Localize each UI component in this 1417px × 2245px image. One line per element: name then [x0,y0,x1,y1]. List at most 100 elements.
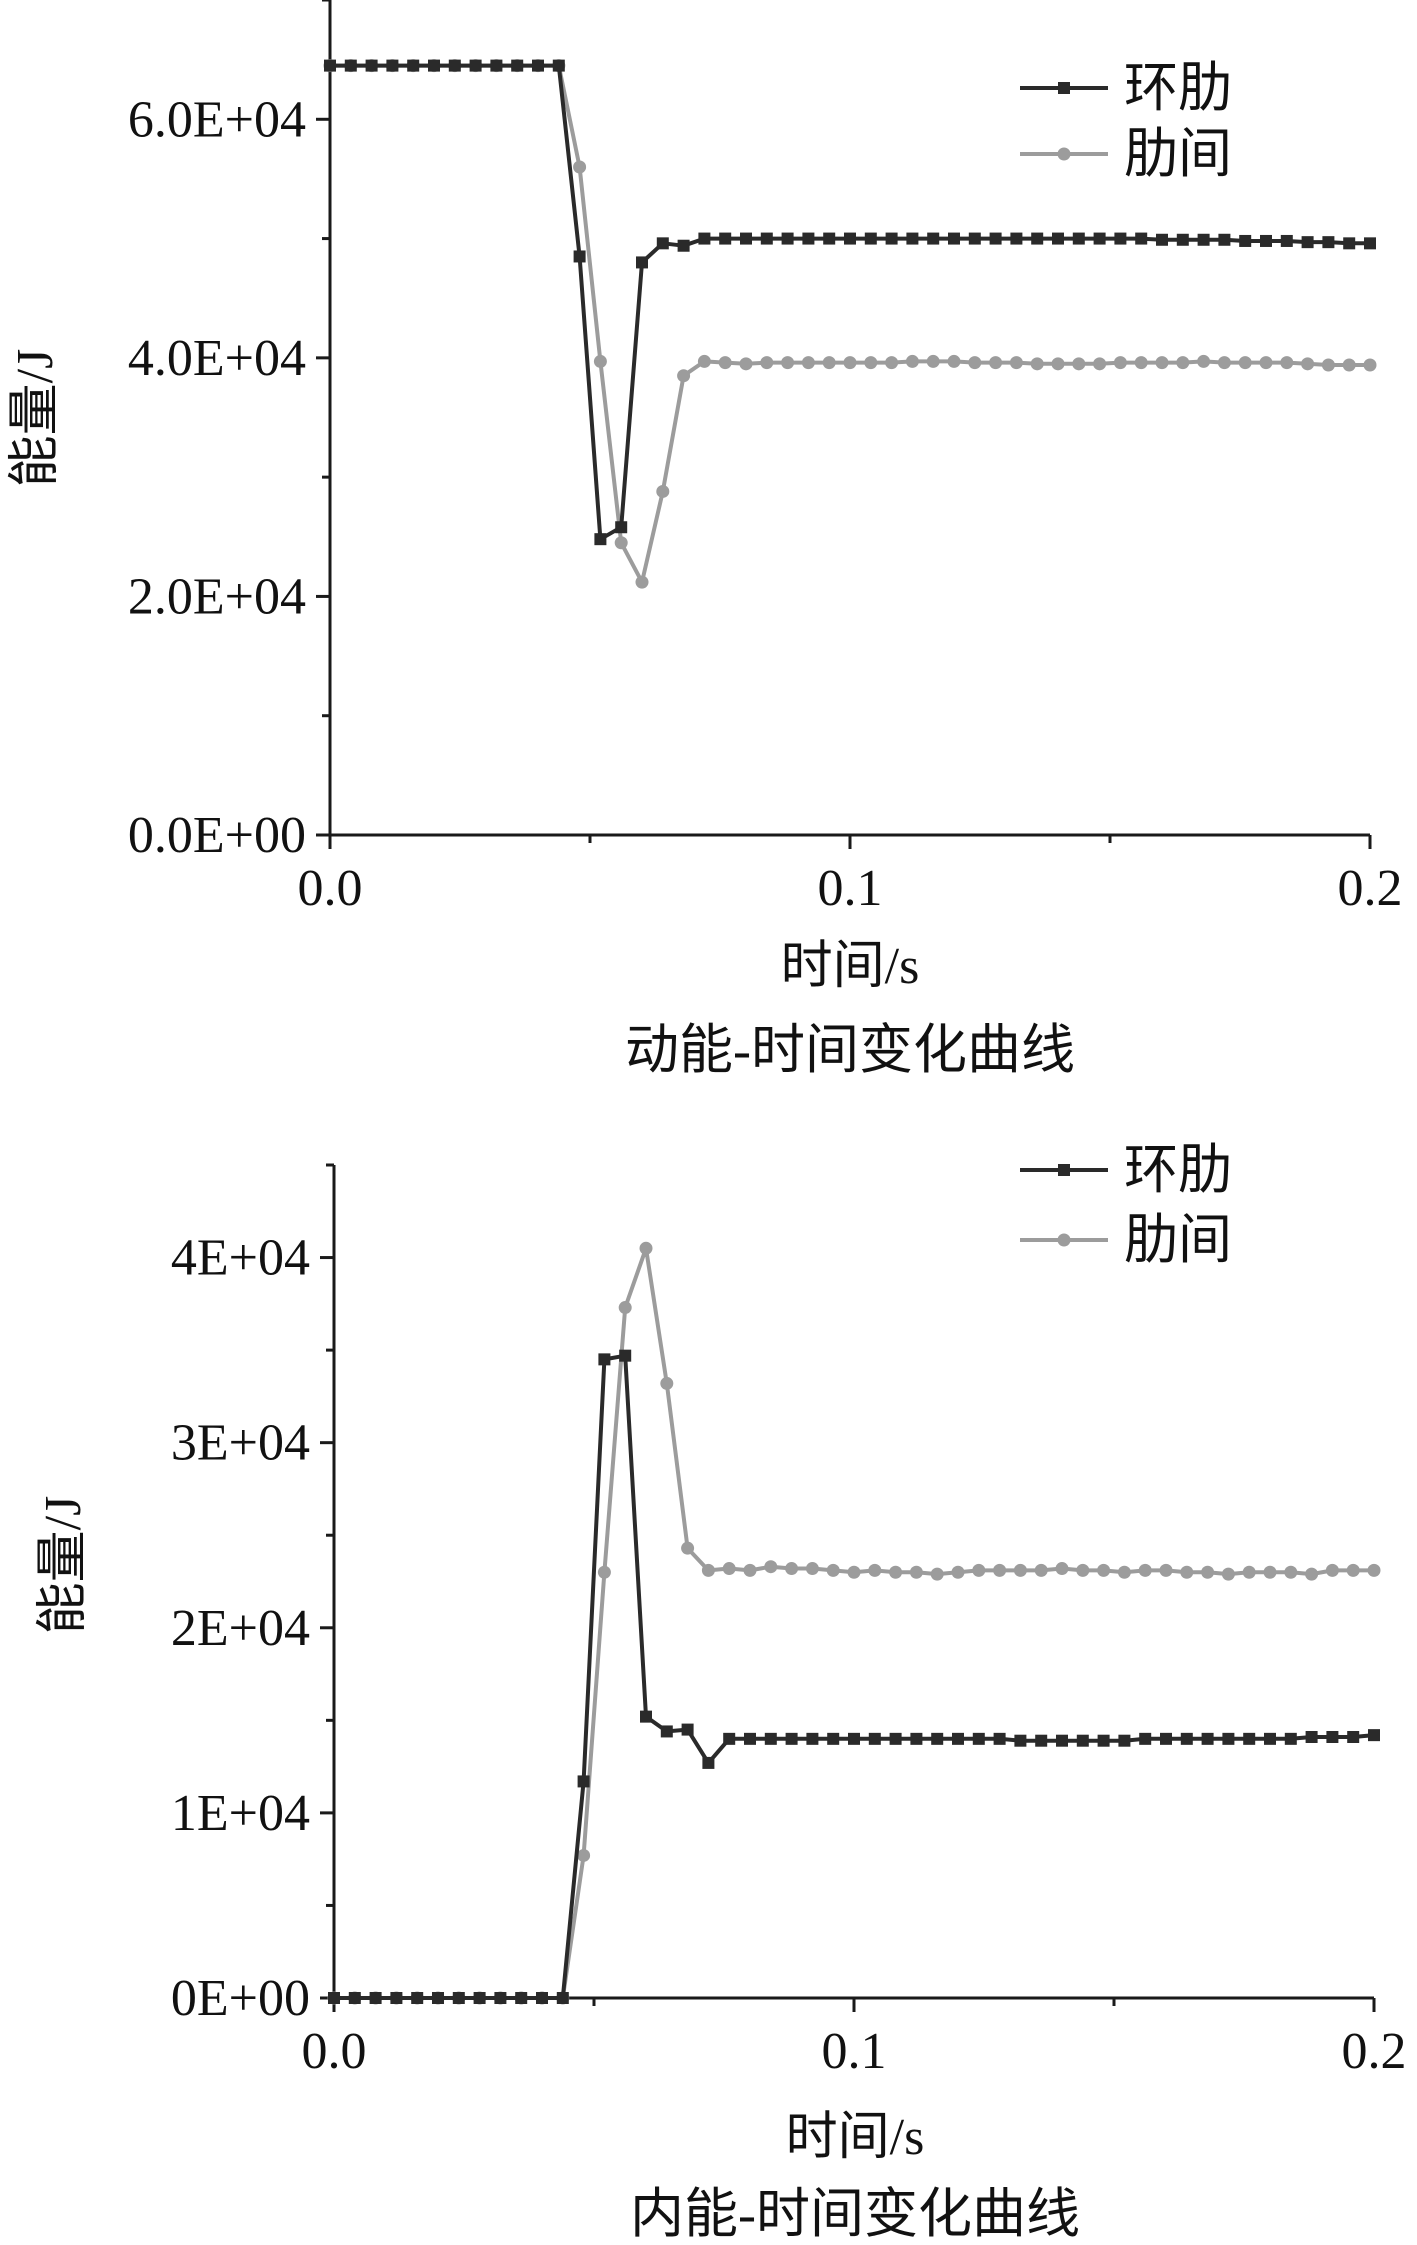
kinetic-data-point [1197,233,1210,246]
internal-x-tick-label: 0.2 [1342,2023,1407,2080]
kinetic-data-point [822,356,836,370]
internal-data-point [452,1992,465,2004]
kinetic-data-point [1260,234,1272,247]
kinetic-data-point [344,59,357,72]
internal-data-point [1284,1732,1297,1745]
kinetic-data-point [989,232,1002,245]
internal-data-point [910,1732,923,1745]
internal-data-point [577,1848,591,1862]
internal-data-point [868,1732,881,1745]
internal-data-point [639,1241,653,1255]
kinetic-data-point [1051,357,1065,371]
kinetic-data-point [490,59,503,72]
internal-data-point [1055,1562,1069,1576]
kinetic-data-point [760,356,774,370]
kinetic-data-point [407,59,420,72]
internal-data-point [598,1353,611,1366]
kinetic-data-point [1301,357,1315,371]
kinetic-data-point [1238,356,1252,370]
kinetic-data-point [1176,233,1189,246]
kinetic-data-point [1364,237,1376,250]
internal-data-point [1221,1567,1235,1581]
kinetic-data-point [697,354,711,368]
kinetic-data-point [1114,232,1127,245]
kinetic-data-point [1342,358,1356,372]
kinetic-data-point [823,232,836,245]
kinetic-data-point [968,356,982,370]
kinetic-data-point [1301,236,1314,249]
internal-data-point [390,1992,403,2004]
internal-data-point [889,1565,903,1579]
kinetic-data-point [1343,237,1356,250]
kinetic-data-point [511,59,524,72]
kinetic-data-point [365,59,378,72]
kinetic-data-point [677,239,690,252]
internal-data-point [889,1732,902,1745]
internal-data-point [1139,1732,1152,1745]
internal-data-point [1201,1732,1214,1745]
kinetic-data-point [1052,232,1064,245]
kinetic-data-point [844,232,856,245]
internal-data-point [743,1563,757,1577]
kinetic-axes: 0.0E+00 2.0E+04 4.0E+04 6.0E+04 0.0 0.1 0.2 [128,0,1403,917]
internal-data-point [681,1541,695,1555]
kinetic-data-point [906,232,919,245]
kinetic-data-point [1072,357,1086,371]
internal-data-point [972,1563,986,1577]
internal-data-point [1076,1734,1089,1747]
internal-data-point [1097,1734,1110,1747]
kinetic-data-point [927,232,940,245]
internal-data-point [660,1376,674,1390]
kinetic-data-point [740,232,752,245]
internal-legend-entry: 肋间 [1020,1210,1232,1270]
kinetic-legend-label: 环肋 [1124,58,1232,118]
internal-data-point [1222,1732,1235,1745]
internal-data-point [1160,1732,1172,1745]
internal-legend-label: 肋间 [1124,1210,1232,1270]
internal-data-point [1368,1729,1380,1742]
kinetic-data-point [1031,232,1044,245]
kinetic-data-point [719,232,732,245]
internal-y-tick-label: 1E+04 [171,1785,310,1842]
internal-data-point [826,1563,840,1577]
internal-series-huanlei [328,1349,1380,2004]
internal-x-tick-label: 0.0 [302,2023,367,2080]
internal-data-point [848,1732,860,1745]
internal-data-point [1117,1565,1131,1579]
internal-data-point [1242,1565,1256,1579]
kinetic-data-point [739,357,753,371]
internal-data-point [1180,1565,1194,1579]
kinetic-data-point [1030,357,1044,371]
internal-data-point [1347,1730,1360,1743]
internal-data-point [1346,1563,1360,1577]
kinetic-y-tick-label: 6.0E+04 [128,91,306,148]
internal-data-point [515,1992,528,2004]
kinetic-data-point [1217,356,1231,370]
internal-data-point [1367,1563,1381,1577]
kinetic-data-point [324,59,336,72]
kinetic-data-point [1134,356,1148,370]
internal-x-tick-label: 0.1 [822,2023,887,2080]
internal-data-point [1138,1563,1152,1577]
kinetic-data-point [656,237,669,250]
kinetic-y-tick-label: 0.0E+00 [128,807,306,864]
kinetic-data-point [864,356,878,370]
kinetic-data-point [885,232,898,245]
internal-data-point [1118,1734,1131,1747]
internal-data-point [993,1563,1007,1577]
kinetic-data-point [885,356,899,370]
kinetic-data-point [593,354,607,368]
internal-data-point [660,1725,673,1738]
kinetic-data-point [1113,356,1127,370]
kinetic-data-point [1093,232,1106,245]
internal-y-tick-label: 0E+00 [171,1970,310,2027]
kinetic-data-point [552,59,565,72]
internal-data-point [328,1992,340,2004]
internal-data-point [1264,1732,1276,1745]
kinetic-data-point [718,356,732,370]
internal-data-point [1034,1563,1048,1577]
internal-data-point [619,1349,632,1362]
internal-data-point [1056,1734,1068,1747]
kinetic-data-point [905,354,919,368]
